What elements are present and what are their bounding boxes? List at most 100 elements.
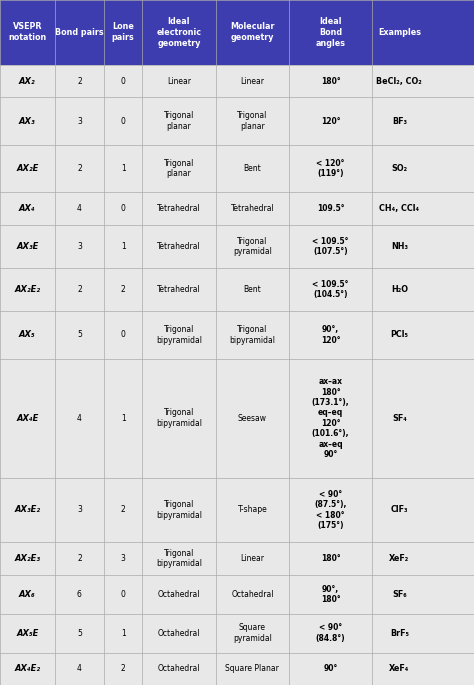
Text: Square
pyramidal: Square pyramidal — [233, 623, 272, 643]
Text: 0: 0 — [121, 77, 126, 86]
Text: Octahedral: Octahedral — [158, 590, 200, 599]
Bar — [0, 97, 474, 145]
Text: Octahedral: Octahedral — [158, 664, 200, 673]
Text: ax–ax
180°
(173.1°),
eq–eq
120°
(101.6°),
ax–eq
90°: ax–ax 180° (173.1°), eq–eq 120° (101.6°)… — [312, 377, 349, 459]
Text: Bond pairs: Bond pairs — [55, 28, 104, 37]
Text: 5: 5 — [77, 330, 82, 340]
Text: XeF₂: XeF₂ — [389, 554, 410, 563]
Text: Octahedral: Octahedral — [158, 629, 200, 638]
Text: AX₄E: AX₄E — [16, 414, 38, 423]
Text: Ideal
Bond
angles: Ideal Bond angles — [316, 17, 346, 48]
Text: Trigonal
bipyramidal: Trigonal bipyramidal — [156, 325, 202, 345]
Text: Examples: Examples — [378, 28, 421, 37]
Text: Tetrahedral: Tetrahedral — [230, 204, 274, 213]
Text: 4: 4 — [77, 414, 82, 423]
Text: AX₃E₂: AX₃E₂ — [14, 506, 40, 514]
Text: Bent: Bent — [244, 164, 261, 173]
Bar — [0, 65, 474, 97]
Text: NH₃: NH₃ — [391, 242, 408, 251]
Text: AX₂E₃: AX₂E₃ — [14, 554, 40, 563]
Text: < 120°
(119°): < 120° (119°) — [317, 159, 345, 178]
Text: < 109.5°
(104.5°): < 109.5° (104.5°) — [312, 280, 349, 299]
Bar — [0, 0, 474, 65]
Text: Bent: Bent — [244, 285, 261, 294]
Text: Trigonal
bipyramidal: Trigonal bipyramidal — [156, 408, 202, 428]
Bar — [0, 225, 474, 268]
Text: AX₃E: AX₃E — [16, 242, 38, 251]
Text: Seesaw: Seesaw — [238, 414, 267, 423]
Text: 90°: 90° — [323, 664, 338, 673]
Bar — [0, 543, 474, 575]
Text: 3: 3 — [77, 116, 82, 125]
Text: 4: 4 — [77, 204, 82, 213]
Text: VSEPR
notation: VSEPR notation — [8, 23, 46, 42]
Text: 3: 3 — [77, 506, 82, 514]
Text: Trigonal
bipyramidal: Trigonal bipyramidal — [229, 325, 275, 345]
Text: 109.5°: 109.5° — [317, 204, 345, 213]
Text: 6: 6 — [77, 590, 82, 599]
Bar — [0, 477, 474, 543]
Text: Tetrahedral: Tetrahedral — [157, 285, 201, 294]
Text: Linear: Linear — [167, 77, 191, 86]
Text: 2: 2 — [77, 164, 82, 173]
Text: 120°: 120° — [321, 116, 340, 125]
Bar — [0, 268, 474, 311]
Text: 90°,
120°: 90°, 120° — [321, 325, 340, 345]
Text: 180°: 180° — [321, 554, 340, 563]
Bar — [0, 359, 474, 477]
Text: 2: 2 — [121, 664, 126, 673]
Text: Trigonal
planar: Trigonal planar — [164, 159, 194, 178]
Text: Linear: Linear — [240, 554, 264, 563]
Text: 4: 4 — [77, 664, 82, 673]
Bar — [0, 653, 474, 685]
Text: 1: 1 — [121, 414, 126, 423]
Text: 3: 3 — [121, 554, 126, 563]
Text: 2: 2 — [121, 506, 126, 514]
Text: Lone
pairs: Lone pairs — [112, 23, 135, 42]
Text: ClF₃: ClF₃ — [391, 506, 408, 514]
Text: 0: 0 — [121, 330, 126, 340]
Text: Trigonal
planar: Trigonal planar — [237, 111, 268, 131]
Bar — [0, 575, 474, 614]
Bar — [0, 145, 474, 192]
Text: Trigonal
bipyramidal: Trigonal bipyramidal — [156, 500, 202, 520]
Text: 0: 0 — [121, 590, 126, 599]
Text: Molecular
geometry: Molecular geometry — [230, 23, 274, 42]
Text: BeCl₂, CO₂: BeCl₂, CO₂ — [376, 77, 422, 86]
Text: SF₄: SF₄ — [392, 414, 407, 423]
Text: 1: 1 — [121, 242, 126, 251]
Text: Trigonal
pyramidal: Trigonal pyramidal — [233, 236, 272, 256]
Text: SF₆: SF₆ — [392, 590, 407, 599]
Text: 0: 0 — [121, 116, 126, 125]
Text: SO₂: SO₂ — [391, 164, 408, 173]
Text: 1: 1 — [121, 164, 126, 173]
Text: AX₄E₂: AX₄E₂ — [14, 664, 40, 673]
Text: Tetrahedral: Tetrahedral — [157, 204, 201, 213]
Text: 1: 1 — [121, 629, 126, 638]
Text: Linear: Linear — [240, 77, 264, 86]
Text: Trigonal
planar: Trigonal planar — [164, 111, 194, 131]
Text: T-shape: T-shape — [237, 506, 267, 514]
Text: Ideal
electronic
geometry: Ideal electronic geometry — [156, 17, 201, 48]
Text: PCl₅: PCl₅ — [391, 330, 408, 340]
Text: < 109.5°
(107.5°): < 109.5° (107.5°) — [312, 236, 349, 256]
Text: BrF₅: BrF₅ — [390, 629, 409, 638]
Text: 2: 2 — [77, 77, 82, 86]
Text: AX₅: AX₅ — [19, 330, 36, 340]
Text: 5: 5 — [77, 629, 82, 638]
Text: Tetrahedral: Tetrahedral — [157, 242, 201, 251]
Text: < 90°
(87.5°),
< 180°
(175°): < 90° (87.5°), < 180° (175°) — [314, 490, 347, 530]
Text: Octahedral: Octahedral — [231, 590, 273, 599]
Text: XeF₄: XeF₄ — [389, 664, 410, 673]
Text: AX₂: AX₂ — [19, 77, 36, 86]
Text: AX₆: AX₆ — [19, 590, 36, 599]
Text: BF₃: BF₃ — [392, 116, 407, 125]
Text: AX₅E: AX₅E — [16, 629, 38, 638]
Text: CH₄, CCl₄: CH₄, CCl₄ — [379, 204, 419, 213]
Bar — [0, 614, 474, 653]
Text: 2: 2 — [121, 285, 126, 294]
Text: 90°,
180°: 90°, 180° — [321, 584, 340, 604]
Text: 2: 2 — [77, 285, 82, 294]
Text: AX₂E: AX₂E — [16, 164, 38, 173]
Text: 3: 3 — [77, 242, 82, 251]
